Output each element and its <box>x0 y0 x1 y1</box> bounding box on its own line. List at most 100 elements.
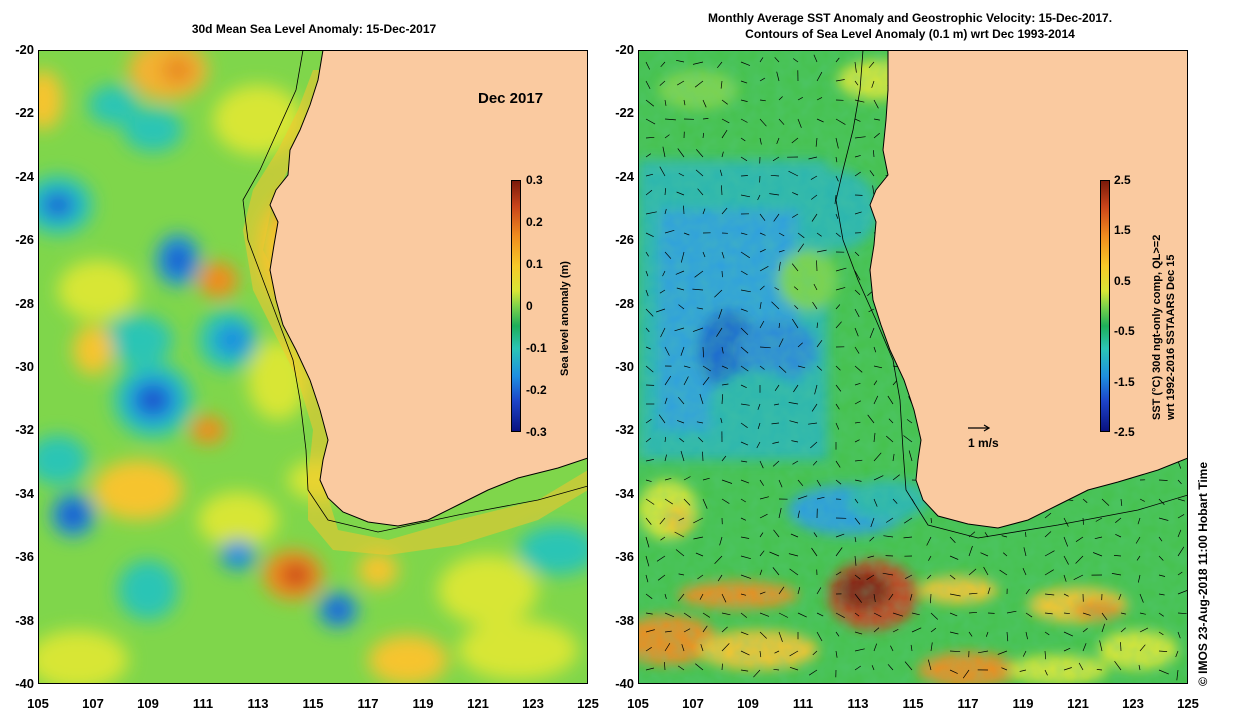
velocity-vector <box>1022 567 1027 576</box>
velocity-vector <box>778 249 785 253</box>
velocity-vector <box>664 118 676 121</box>
velocity-vector <box>835 533 845 538</box>
velocity-vector <box>759 650 762 658</box>
velocity-vector <box>694 80 704 88</box>
velocity-vector <box>854 421 861 424</box>
velocity-vector <box>789 568 799 576</box>
velocity-vector <box>664 346 670 356</box>
velocity-vector <box>1139 593 1144 603</box>
velocity-vector <box>1063 593 1069 597</box>
velocity-vector <box>645 251 649 257</box>
velocity-vector <box>1158 574 1166 577</box>
velocity-vector <box>645 437 652 443</box>
velocity-vector <box>757 422 761 430</box>
velocity-vector <box>873 627 880 633</box>
velocity-vector <box>868 61 875 69</box>
velocity-vector <box>962 669 970 679</box>
velocity-vector <box>645 667 654 671</box>
velocity-vector <box>873 432 876 443</box>
right-map-lon-tick: 121 <box>1067 696 1089 711</box>
velocity-vector <box>1135 536 1141 544</box>
velocity-vector <box>664 99 667 106</box>
velocity-vector <box>968 631 973 637</box>
velocity-vector <box>664 436 667 443</box>
velocity-vector <box>1120 627 1126 633</box>
velocity-vector <box>1075 536 1084 542</box>
velocity-vector <box>721 207 728 215</box>
velocity-vector <box>759 320 765 329</box>
velocity-vector <box>835 460 841 468</box>
velocity-vector <box>740 346 749 354</box>
velocity-vector <box>835 57 840 63</box>
velocity-vector <box>721 185 723 196</box>
velocity-vector <box>1063 536 1069 547</box>
left-map-lat-tick: -32 <box>15 422 34 438</box>
velocity-vector <box>835 422 840 430</box>
velocity-vector <box>892 474 900 481</box>
velocity-vector <box>740 536 750 539</box>
sla-field-svg <box>38 50 588 684</box>
velocity-vector <box>1101 623 1106 633</box>
velocity-vector <box>1044 550 1055 557</box>
velocity-vector <box>792 460 799 465</box>
velocity-vector <box>759 232 766 236</box>
left-map-lon-tick: 119 <box>412 696 434 711</box>
velocity-vector <box>702 346 704 358</box>
velocity-vector <box>693 517 704 524</box>
velocity-vector <box>1139 498 1145 502</box>
velocity-vector <box>692 288 704 291</box>
velocity-vector <box>1044 669 1048 676</box>
sst-colorbar-tick: 1.5 <box>1114 223 1131 238</box>
velocity-vector <box>696 421 704 424</box>
velocity-vector <box>1176 669 1179 681</box>
velocity-vector <box>1158 593 1165 596</box>
velocity-vector <box>792 58 799 63</box>
velocity-vector <box>873 346 877 353</box>
velocity-vector <box>740 99 748 102</box>
left-map-lat-tick: -38 <box>15 612 34 628</box>
velocity-vector <box>835 384 842 392</box>
velocity-vector <box>1177 589 1188 595</box>
velocity-vector <box>664 593 667 599</box>
velocity-vector <box>664 188 667 196</box>
velocity-vector <box>759 513 768 519</box>
velocity-vector <box>759 569 763 576</box>
velocity-vector <box>693 536 704 540</box>
velocity-vector <box>930 517 932 524</box>
velocity-vector <box>888 593 894 601</box>
velocity-vector <box>887 664 894 671</box>
velocity-vector <box>835 631 840 637</box>
velocity-vector <box>1094 536 1103 540</box>
velocity-vector <box>1158 631 1164 636</box>
velocity-vector <box>816 249 827 253</box>
velocity-vector <box>695 663 704 671</box>
velocity-vector <box>1019 669 1027 672</box>
right-map-lon-tick: 109 <box>737 696 759 711</box>
velocity-vector <box>645 459 654 462</box>
velocity-vector <box>664 375 672 386</box>
velocity-vector <box>740 80 748 84</box>
velocity-vector <box>816 322 818 329</box>
velocity-vector <box>908 450 913 462</box>
velocity-vector <box>854 155 861 158</box>
velocity-vector <box>664 134 670 139</box>
velocity-vector <box>835 175 839 182</box>
velocity-vector <box>778 322 781 329</box>
velocity-vector <box>702 118 709 120</box>
velocity-vector <box>740 650 750 656</box>
velocity-vector <box>1023 547 1027 557</box>
velocity-vector <box>792 318 799 329</box>
velocity-vector <box>788 170 799 177</box>
velocity-vector <box>1063 667 1072 671</box>
velocity-vector <box>683 232 690 236</box>
velocity-vector <box>1063 517 1069 527</box>
velocity-vector <box>1139 627 1149 633</box>
velocity-vector <box>1139 644 1146 652</box>
velocity-vector <box>1115 517 1122 523</box>
velocity-vector <box>759 460 764 469</box>
velocity-vector <box>866 574 875 580</box>
velocity-vector <box>1158 517 1169 521</box>
velocity-vector <box>1025 631 1028 640</box>
velocity-vector <box>797 342 803 348</box>
velocity-vector <box>645 418 652 424</box>
